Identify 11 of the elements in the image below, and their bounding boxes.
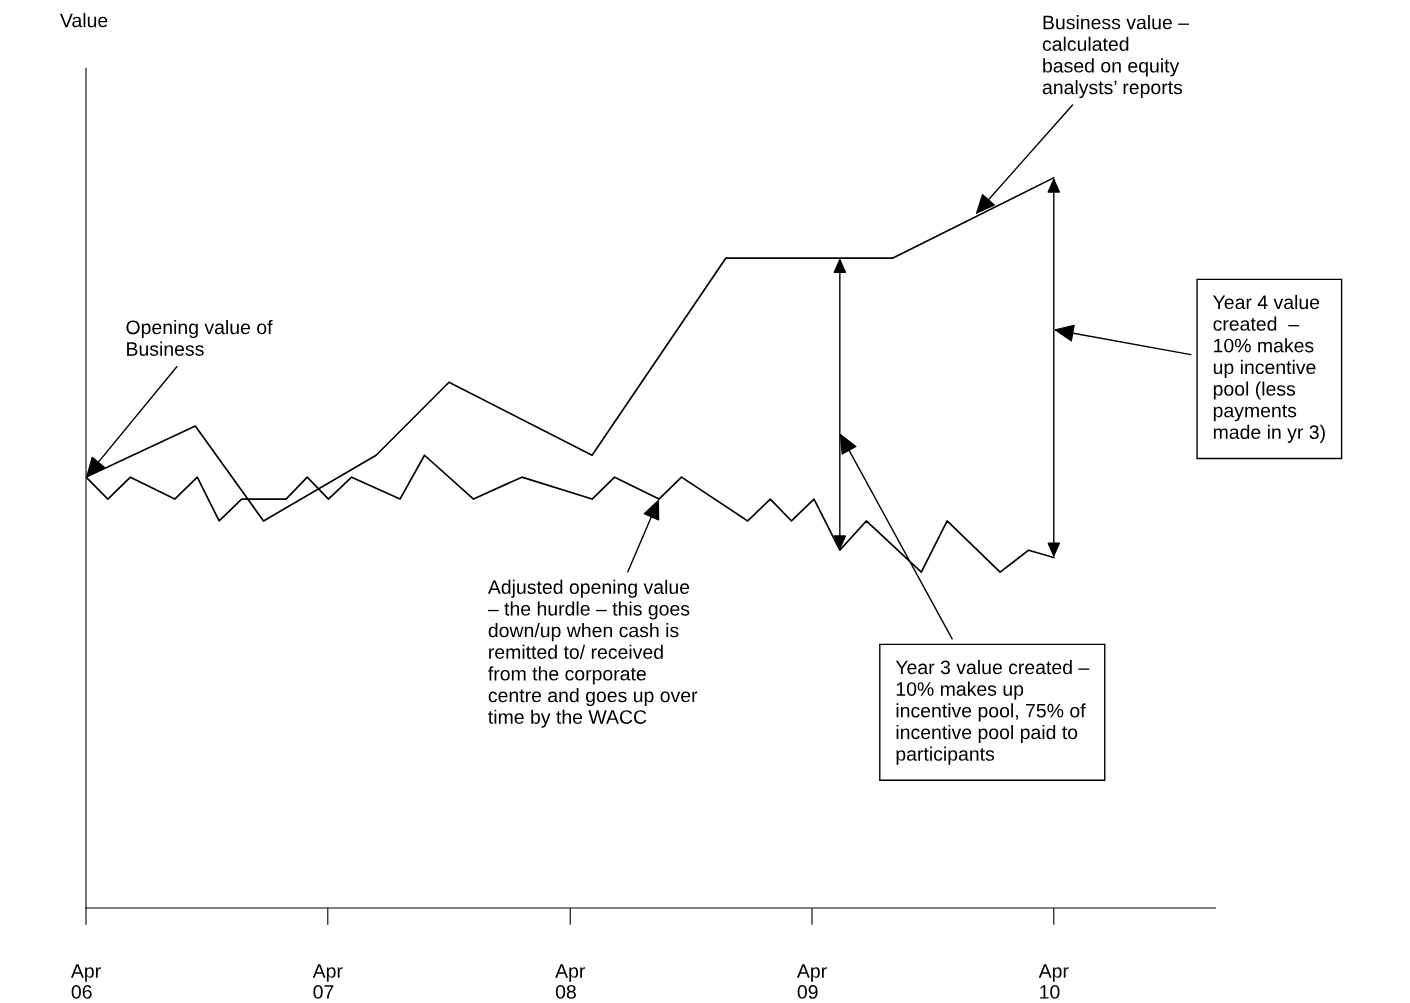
- annotation: Business value – calculated based on equity analysts’ reports: [1042, 15, 1189, 99]
- x-tick-label: Apr 09: [796, 964, 827, 999]
- annotation: Year 3 value created – 10% makes up incentive pool, 75% of incentive pool paid to participants: [895, 659, 1090, 765]
- x-tick-label: Apr 08: [555, 964, 586, 999]
- annotation: Year 4 value created – 10% makes up incentive pool (less payments made in yr 3): [1213, 294, 1325, 443]
- annotation: Adjusted opening value – the hurdle – this goes down/up when cash is remitted to/ received from the corporate centre and goes up over time by the WACC: [487, 579, 698, 728]
- annotation: Opening value of Business: [126, 319, 273, 356]
- x-tick-label: Apr 10: [1038, 964, 1069, 999]
- x-tick-label: Apr 07: [312, 964, 343, 999]
- x-tick-label: Apr 06: [70, 964, 101, 999]
- text: Value: [60, 13, 108, 28]
